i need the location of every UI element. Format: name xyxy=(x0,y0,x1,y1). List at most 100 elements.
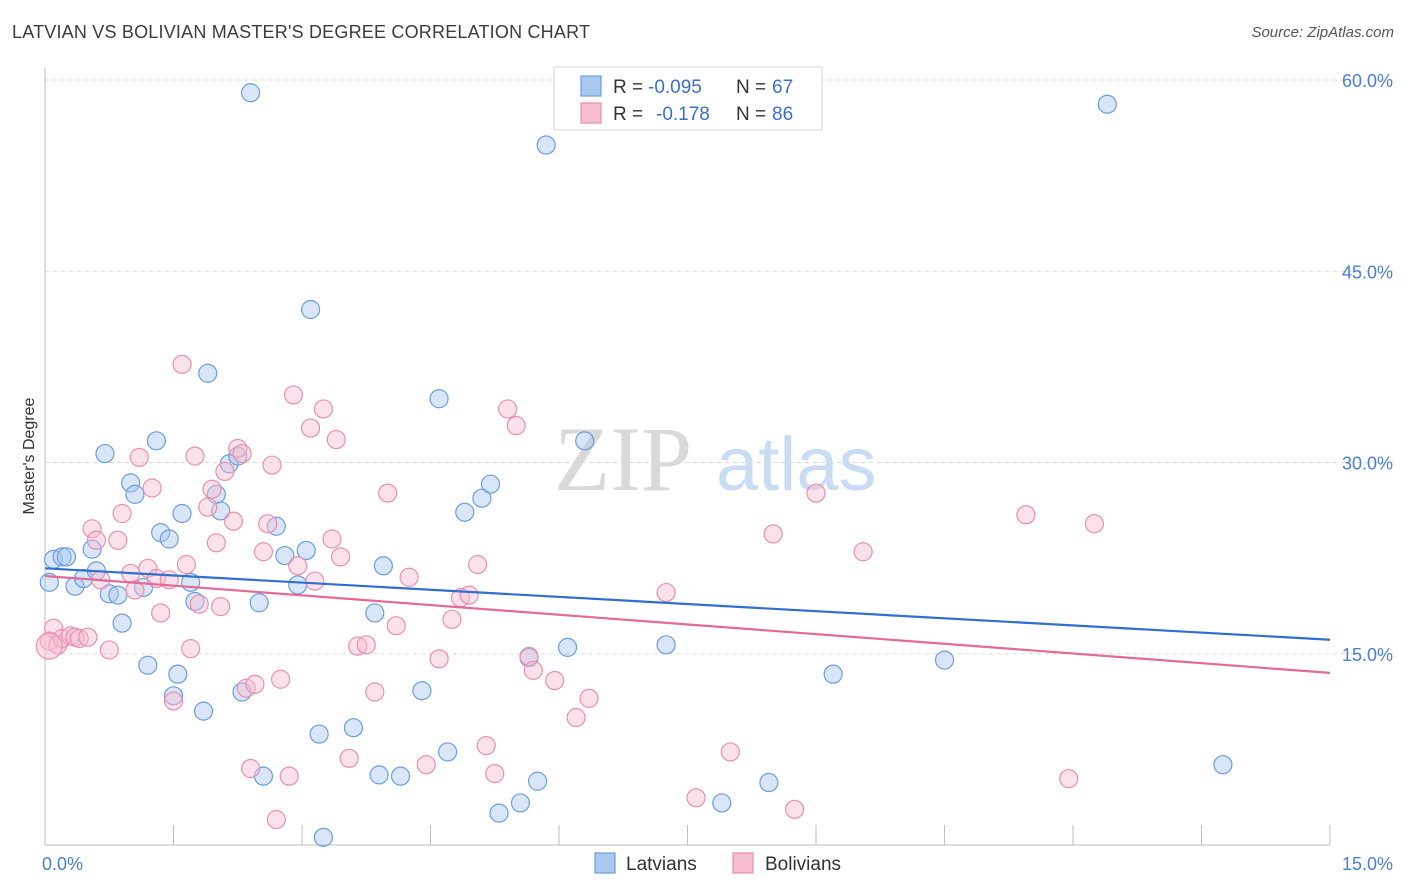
bolivian-point-46 xyxy=(288,556,308,576)
bolivian-point-29 xyxy=(202,479,222,499)
bolivian-point-26 xyxy=(185,446,205,466)
legend-latvians-n-label: N = xyxy=(736,77,766,98)
trend-lines xyxy=(44,567,1331,674)
latvian-point-39 xyxy=(309,724,329,744)
latvian-point-61 xyxy=(759,772,779,793)
bolivians-trend-line xyxy=(44,574,1331,674)
legend-bolivians-n-label: N = xyxy=(736,104,766,125)
latvian-point-24 xyxy=(193,701,214,721)
latvian-point-51 xyxy=(480,474,501,494)
bolivian-point-11 xyxy=(99,640,119,660)
latvian-point-38 xyxy=(300,299,321,320)
legend-bolivians-r-value: -0.178 xyxy=(656,104,710,125)
y-tick-label-3: 60.0% xyxy=(1342,71,1393,91)
bolivian-point-59 xyxy=(399,567,419,587)
bolivian-point-39 xyxy=(253,542,274,562)
bolivian-point-52 xyxy=(330,547,351,567)
bolivian-point-38 xyxy=(245,674,265,694)
series-legend-latvians-swatch xyxy=(594,852,616,874)
bolivian-point-64 xyxy=(459,585,479,605)
bolivian-point-81 xyxy=(853,542,873,562)
latvian-point-48 xyxy=(438,742,458,762)
bolivian-point-48 xyxy=(305,571,325,591)
bolivian-point-25 xyxy=(181,639,201,659)
latvian-point-11 xyxy=(112,613,132,633)
bolivian-point-80 xyxy=(806,483,826,503)
legend-latvians-swatch xyxy=(580,75,602,97)
x-tick-labels: 0.0% 15.0% xyxy=(42,854,1393,874)
latvian-point-6 xyxy=(82,539,102,559)
latvian-point-8 xyxy=(95,443,115,464)
bolivian-point-77 xyxy=(720,742,740,762)
bolivian-point-53 xyxy=(339,748,359,768)
bolivian-point-58 xyxy=(386,616,406,636)
latvian-point-40 xyxy=(313,827,334,847)
bolivian-point-9 xyxy=(86,530,107,550)
bolivian-point-44 xyxy=(279,766,299,786)
bolivian-point-8 xyxy=(82,519,102,539)
x-tick-label-min: 0.0% xyxy=(42,854,83,874)
bolivian-point-50 xyxy=(322,529,342,549)
bolivian-point-65 xyxy=(468,554,488,575)
bolivian-point-12 xyxy=(108,530,128,550)
chart-title: LATVIAN VS BOLIVIAN MASTER'S DEGREE CORR… xyxy=(12,22,591,42)
bolivian-point-42 xyxy=(266,809,286,830)
latvian-point-44 xyxy=(373,556,393,576)
latvian-point-32 xyxy=(249,593,269,613)
bolivian-point-7 xyxy=(78,627,98,647)
latvian-point-53 xyxy=(510,793,531,813)
axes xyxy=(44,68,1331,846)
latvian-point-64 xyxy=(1097,94,1117,114)
stats-legend: R = -0.095 N = 67 R = -0.178 N = 86 xyxy=(553,66,823,131)
bolivian-point-73 xyxy=(566,707,586,728)
latvian-point-20 xyxy=(168,664,188,684)
series-legend: Latvians Bolivians xyxy=(594,852,841,875)
latvian-point-27 xyxy=(211,501,231,521)
bolivian-point-35 xyxy=(232,443,252,464)
legend-latvians-r-value: -0.095 xyxy=(648,77,702,98)
legend-latvians-r-label: R = xyxy=(613,77,643,98)
bolivian-point-41 xyxy=(262,455,282,475)
bolivian-point-83 xyxy=(1059,769,1079,789)
watermark-atlas: atlas xyxy=(716,422,877,507)
latvian-point-13 xyxy=(125,484,145,504)
latvian-point-19 xyxy=(163,686,184,706)
bolivian-point-47 xyxy=(300,418,321,438)
y-tick-label-2: 45.0% xyxy=(1342,262,1393,282)
bolivian-point-66 xyxy=(476,735,496,756)
latvian-point-3 xyxy=(56,547,77,567)
latvian-point-42 xyxy=(365,603,385,623)
bolivian-point-23 xyxy=(172,354,192,374)
latvian-point-18 xyxy=(159,529,179,549)
latvian-point-41 xyxy=(343,718,363,738)
bolivian-point-49 xyxy=(313,399,334,419)
series-legend-bolivians-swatch xyxy=(732,852,754,874)
bolivian-point-62 xyxy=(442,609,462,629)
bolivian-point-32 xyxy=(215,461,235,482)
latvian-point-47 xyxy=(429,389,449,409)
bolivian-point-82 xyxy=(1016,505,1036,525)
legend-latvians-n-value: 67 xyxy=(772,77,793,98)
bolivian-point-68 xyxy=(498,399,518,419)
y-tick-label-1: 30.0% xyxy=(1342,454,1393,474)
latvian-point-65 xyxy=(1213,755,1233,775)
latvian-point-56 xyxy=(536,135,556,155)
bolivian-point-51 xyxy=(326,429,346,450)
bolivian-point-72 xyxy=(545,670,565,691)
bolivian-point-69 xyxy=(506,415,526,436)
bolivian-point-76 xyxy=(686,788,706,808)
bolivian-point-67 xyxy=(485,763,505,784)
latvian-point-37 xyxy=(296,540,316,561)
bolivian-point-78 xyxy=(763,524,783,544)
watermark: ZIP atlas xyxy=(554,408,877,510)
latvian-point-57 xyxy=(557,637,578,657)
latvian-point-60 xyxy=(712,793,732,813)
latvian-point-10 xyxy=(108,585,128,605)
latvian-point-49 xyxy=(455,502,475,522)
series-legend-bolivians-label: Bolivians xyxy=(765,854,841,875)
grid-lines xyxy=(45,79,1395,655)
latvian-point-0 xyxy=(39,572,59,592)
latvian-point-59 xyxy=(656,635,676,655)
bolivian-point-37 xyxy=(241,758,261,779)
